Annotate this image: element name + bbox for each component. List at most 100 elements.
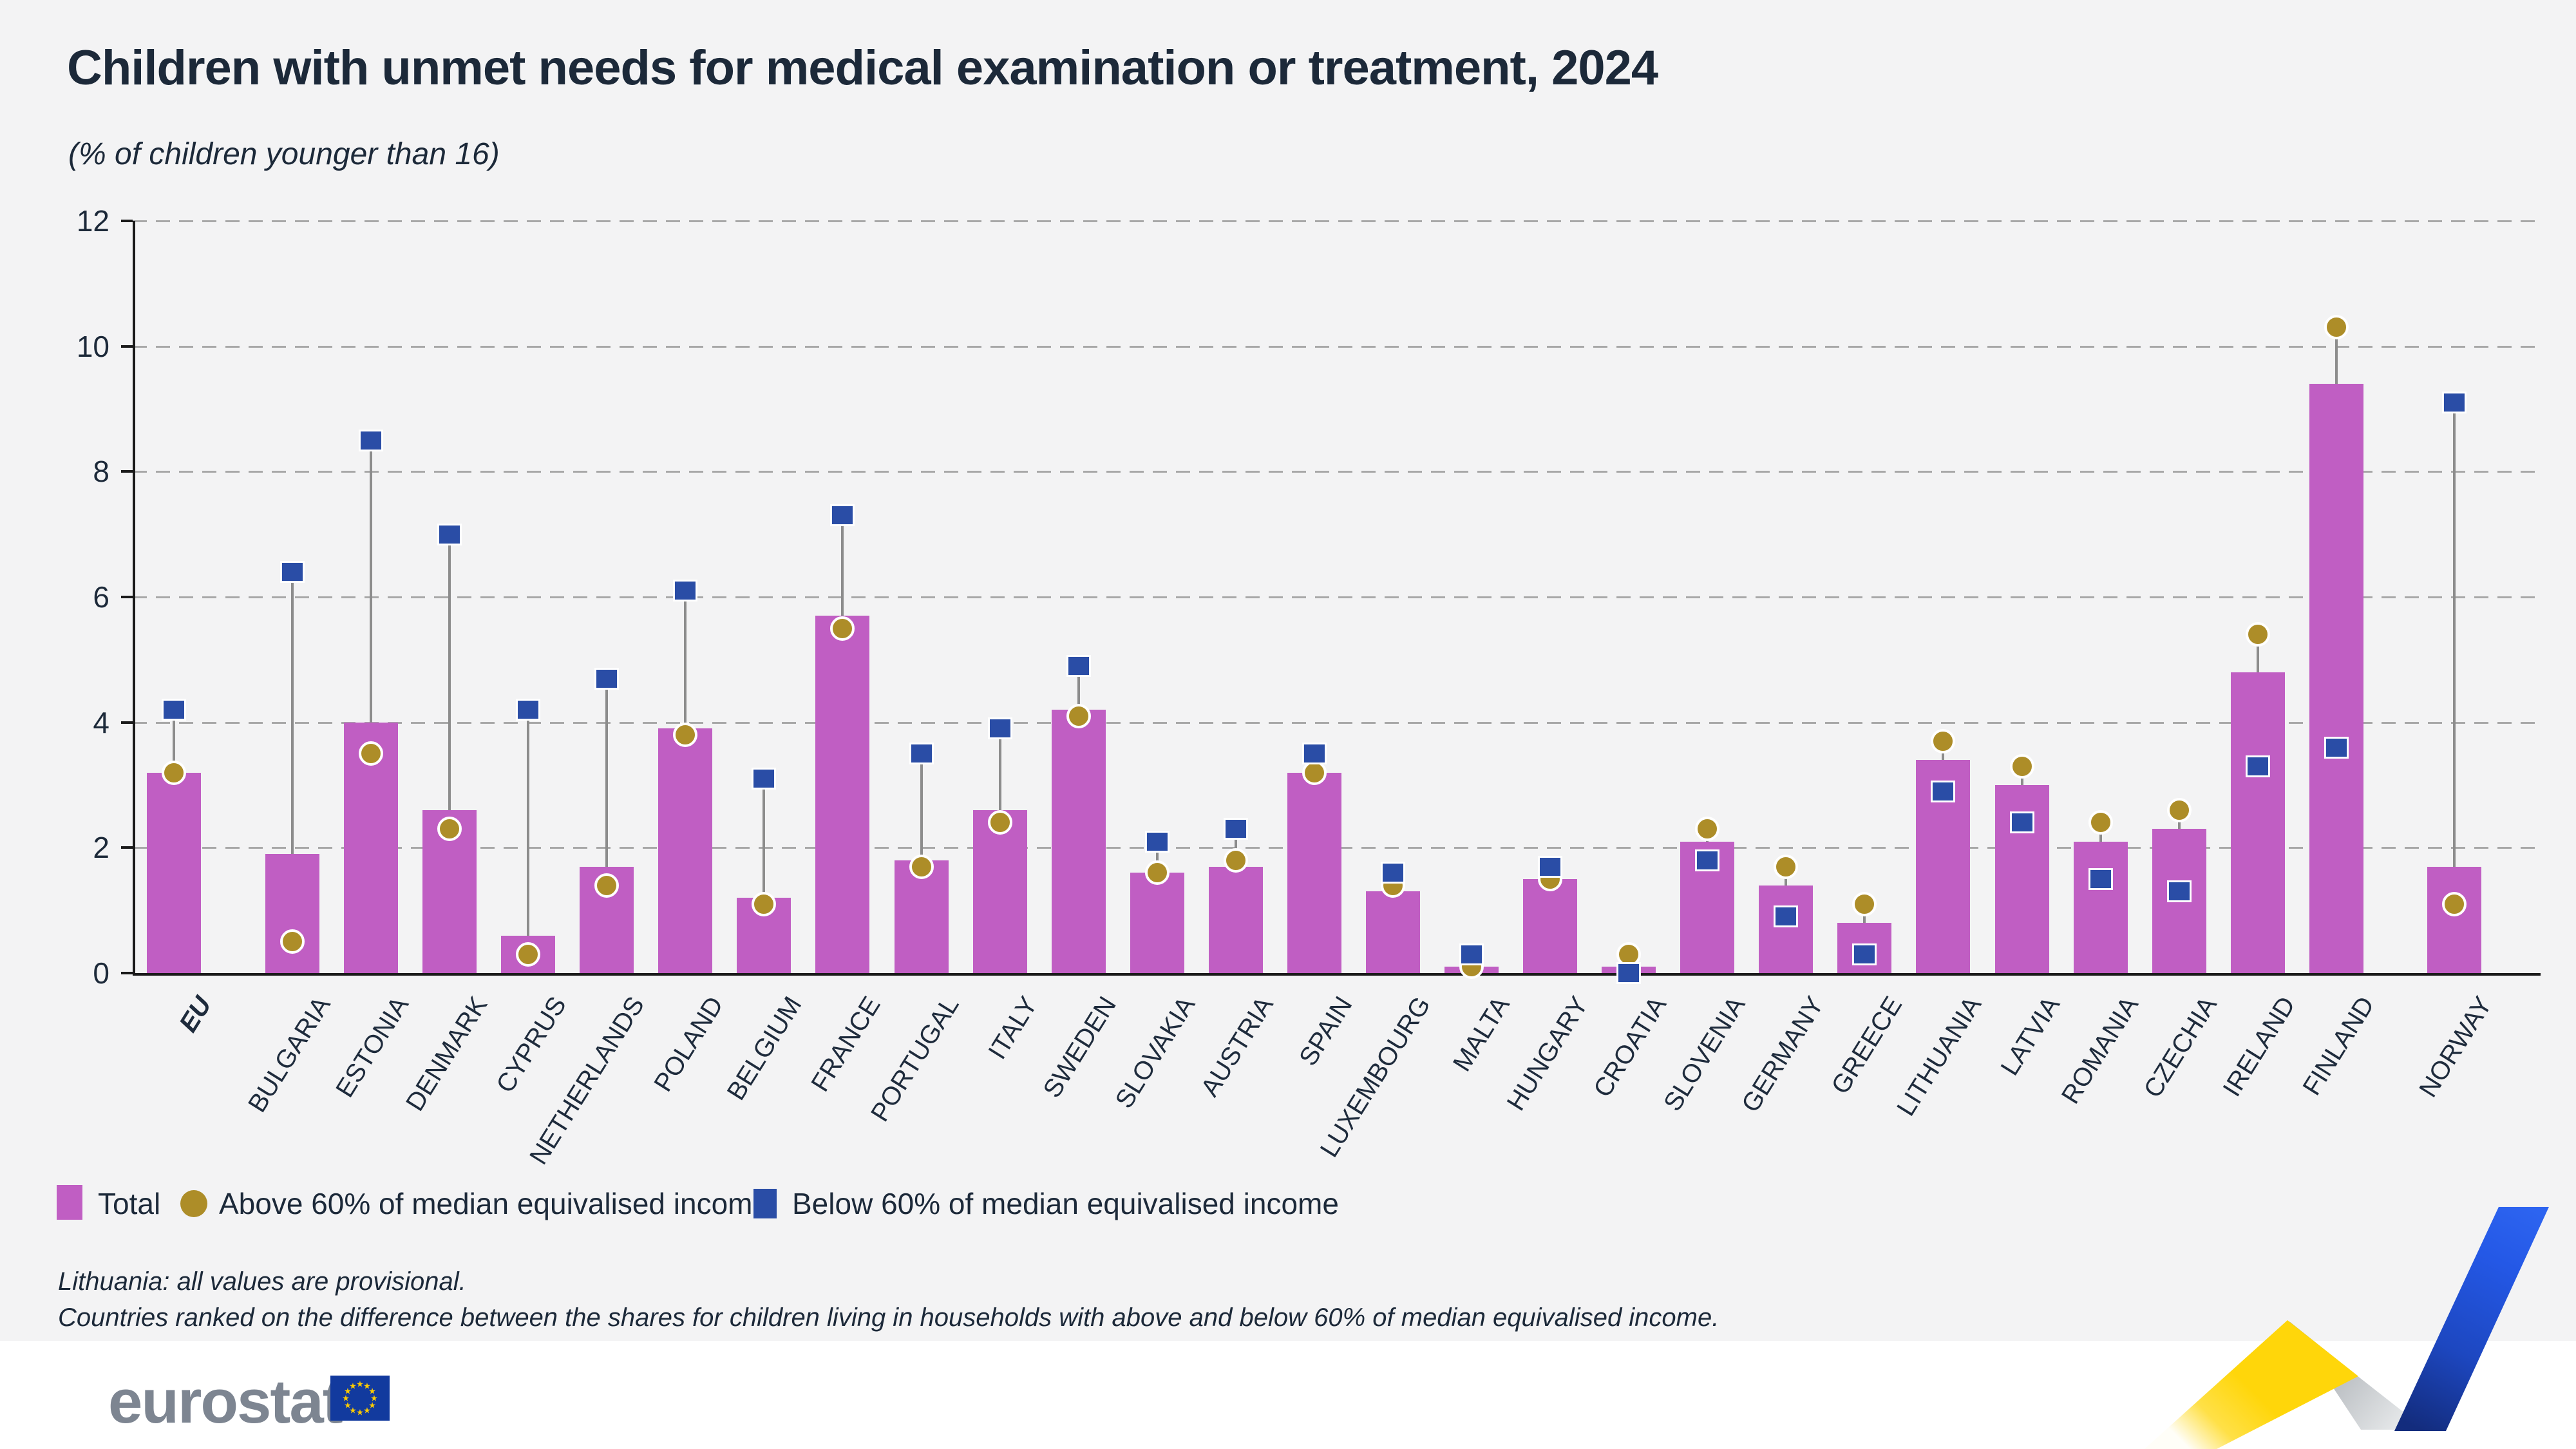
gridline-4: [133, 721, 2541, 724]
stem-AUSTRIA: [1234, 829, 1237, 867]
svg-text:★: ★: [356, 1379, 364, 1389]
stem-POLAND: [684, 591, 687, 729]
stem-CYPRUS: [527, 710, 530, 936]
svg-text:★: ★: [370, 1394, 378, 1403]
above-marker-BULGARIA: [280, 929, 305, 954]
above-marker-FRANCE: [830, 616, 855, 641]
below-marker-HUNGARY: [1538, 855, 1563, 878]
stem-BULGARIA: [291, 572, 294, 855]
stem-SWEDEN: [1077, 666, 1080, 710]
below-marker-CYPRUS: [516, 699, 541, 721]
legend-above-label: Above 60% of median equivalised income: [219, 1187, 770, 1220]
below-marker-ESTONIA: [359, 429, 384, 451]
below-marker-NORWAY: [2442, 392, 2467, 414]
page-title: Children with unmet needs for medical ex…: [67, 41, 1658, 95]
below-marker-GREECE: [1852, 943, 1877, 965]
svg-text:★: ★: [344, 1387, 352, 1396]
above-marker-PORTUGAL: [909, 854, 934, 879]
above-marker-BELGIUM: [752, 891, 777, 916]
bar-SWEDEN: [1051, 710, 1106, 973]
below-marker-EU: [162, 699, 186, 721]
y-axis-tick-8: [121, 470, 133, 473]
y-axis-label-10: 10: [76, 329, 109, 363]
bar-EU: [147, 772, 201, 973]
below-marker-NETHERLANDS: [594, 667, 620, 690]
bar-BULGARIA: [265, 854, 319, 973]
svg-text:★: ★: [363, 1406, 371, 1416]
footnote-ranking: Countries ranked on the difference betwe…: [58, 1303, 1719, 1332]
svg-text:★: ★: [368, 1401, 376, 1410]
below-marker-ROMANIA: [2088, 868, 2113, 890]
ribbon-gray-fold: [2289, 1321, 2426, 1430]
y-axis-label-0: 0: [93, 956, 109, 990]
svg-text:★: ★: [344, 1401, 352, 1410]
stem-FRANCE: [841, 515, 844, 616]
above-marker-LATVIA: [2009, 753, 2034, 779]
below-marker-DENMARK: [437, 523, 462, 545]
below-marker-CROATIA: [1616, 962, 1642, 984]
stem-SLOVAKIA: [1155, 841, 1159, 873]
above-marker-EU: [162, 760, 186, 785]
stem-EU: [173, 710, 175, 773]
bar-PORTUGAL: [894, 860, 949, 973]
ribbon-blue-band: [2394, 1207, 2549, 1431]
stem-IRELAND: [2256, 634, 2259, 672]
svg-text:★: ★: [349, 1406, 357, 1416]
above-marker-SLOVENIA: [1695, 817, 1720, 842]
above-marker-NETHERLANDS: [594, 873, 620, 898]
bar-HUNGARY: [1523, 879, 1578, 973]
below-marker-SLOVAKIA: [1144, 830, 1170, 853]
svg-text:★: ★: [356, 1408, 364, 1417]
decorative-ribbon: [2145, 1207, 2549, 1449]
y-axis-label-12: 12: [76, 204, 109, 238]
y-axis-tick-4: [121, 721, 133, 724]
below-marker-BULGARIA: [280, 561, 305, 583]
stem-NORWAY: [2453, 402, 2456, 867]
stem-FINLAND: [2334, 327, 2338, 384]
above-marker-SLOVAKIA: [1144, 860, 1170, 886]
y-axis-tick-10: [121, 345, 133, 348]
bar-LUXEMBOURG: [1365, 891, 1420, 973]
gridline-10: [133, 345, 2541, 348]
y-axis-label-4: 4: [93, 705, 109, 739]
below-marker-FINLAND: [2324, 736, 2349, 759]
below-marker-SWEDEN: [1066, 655, 1091, 677]
above-marker-ROMANIA: [2088, 810, 2113, 835]
y-axis-line: [133, 221, 135, 973]
bar-FINLAND: [2309, 384, 2363, 973]
above-marker-POLAND: [673, 723, 698, 748]
svg-text:★: ★: [342, 1394, 350, 1403]
y-axis-label-8: 8: [93, 455, 109, 489]
gridline-6: [133, 596, 2541, 598]
stem-BELGIUM: [762, 779, 766, 898]
bar-AUSTRIA: [1208, 866, 1263, 973]
stem-ITALY: [998, 728, 1001, 810]
below-marker-AUSTRIA: [1223, 818, 1248, 840]
below-marker-GERMANY: [1774, 905, 1799, 928]
above-marker-NORWAY: [2442, 891, 2467, 916]
svg-text:★: ★: [368, 1387, 376, 1396]
y-axis-label-6: 6: [93, 580, 109, 614]
eurostat-logo-text: eurostat: [108, 1367, 343, 1436]
above-marker-ITALY: [987, 810, 1012, 835]
below-marker-LUXEMBOURG: [1380, 862, 1405, 884]
below-marker-BELGIUM: [752, 768, 777, 790]
y-axis-tick-12: [121, 220, 133, 222]
bar-GERMANY: [1759, 885, 1814, 973]
above-marker-SWEDEN: [1066, 703, 1091, 728]
above-marker-CYPRUS: [516, 942, 541, 967]
below-marker-SLOVENIA: [1695, 849, 1720, 871]
legend-below-square-icon: [753, 1189, 777, 1218]
below-marker-POLAND: [673, 580, 698, 602]
above-marker-CZECHIA: [2166, 797, 2192, 822]
below-marker-LATVIA: [2009, 811, 2034, 834]
bar-IRELAND: [2230, 672, 2285, 973]
svg-text:★: ★: [349, 1381, 357, 1390]
footnote-provisional: Lithuania: all values are provisional.: [58, 1267, 466, 1296]
bar-ITALY: [972, 810, 1027, 973]
below-marker-FRANCE: [830, 504, 855, 527]
page-subtitle: (% of children younger than 16): [68, 137, 500, 171]
legend-total-swatch: [57, 1185, 82, 1220]
bar-ROMANIA: [2073, 841, 2128, 973]
